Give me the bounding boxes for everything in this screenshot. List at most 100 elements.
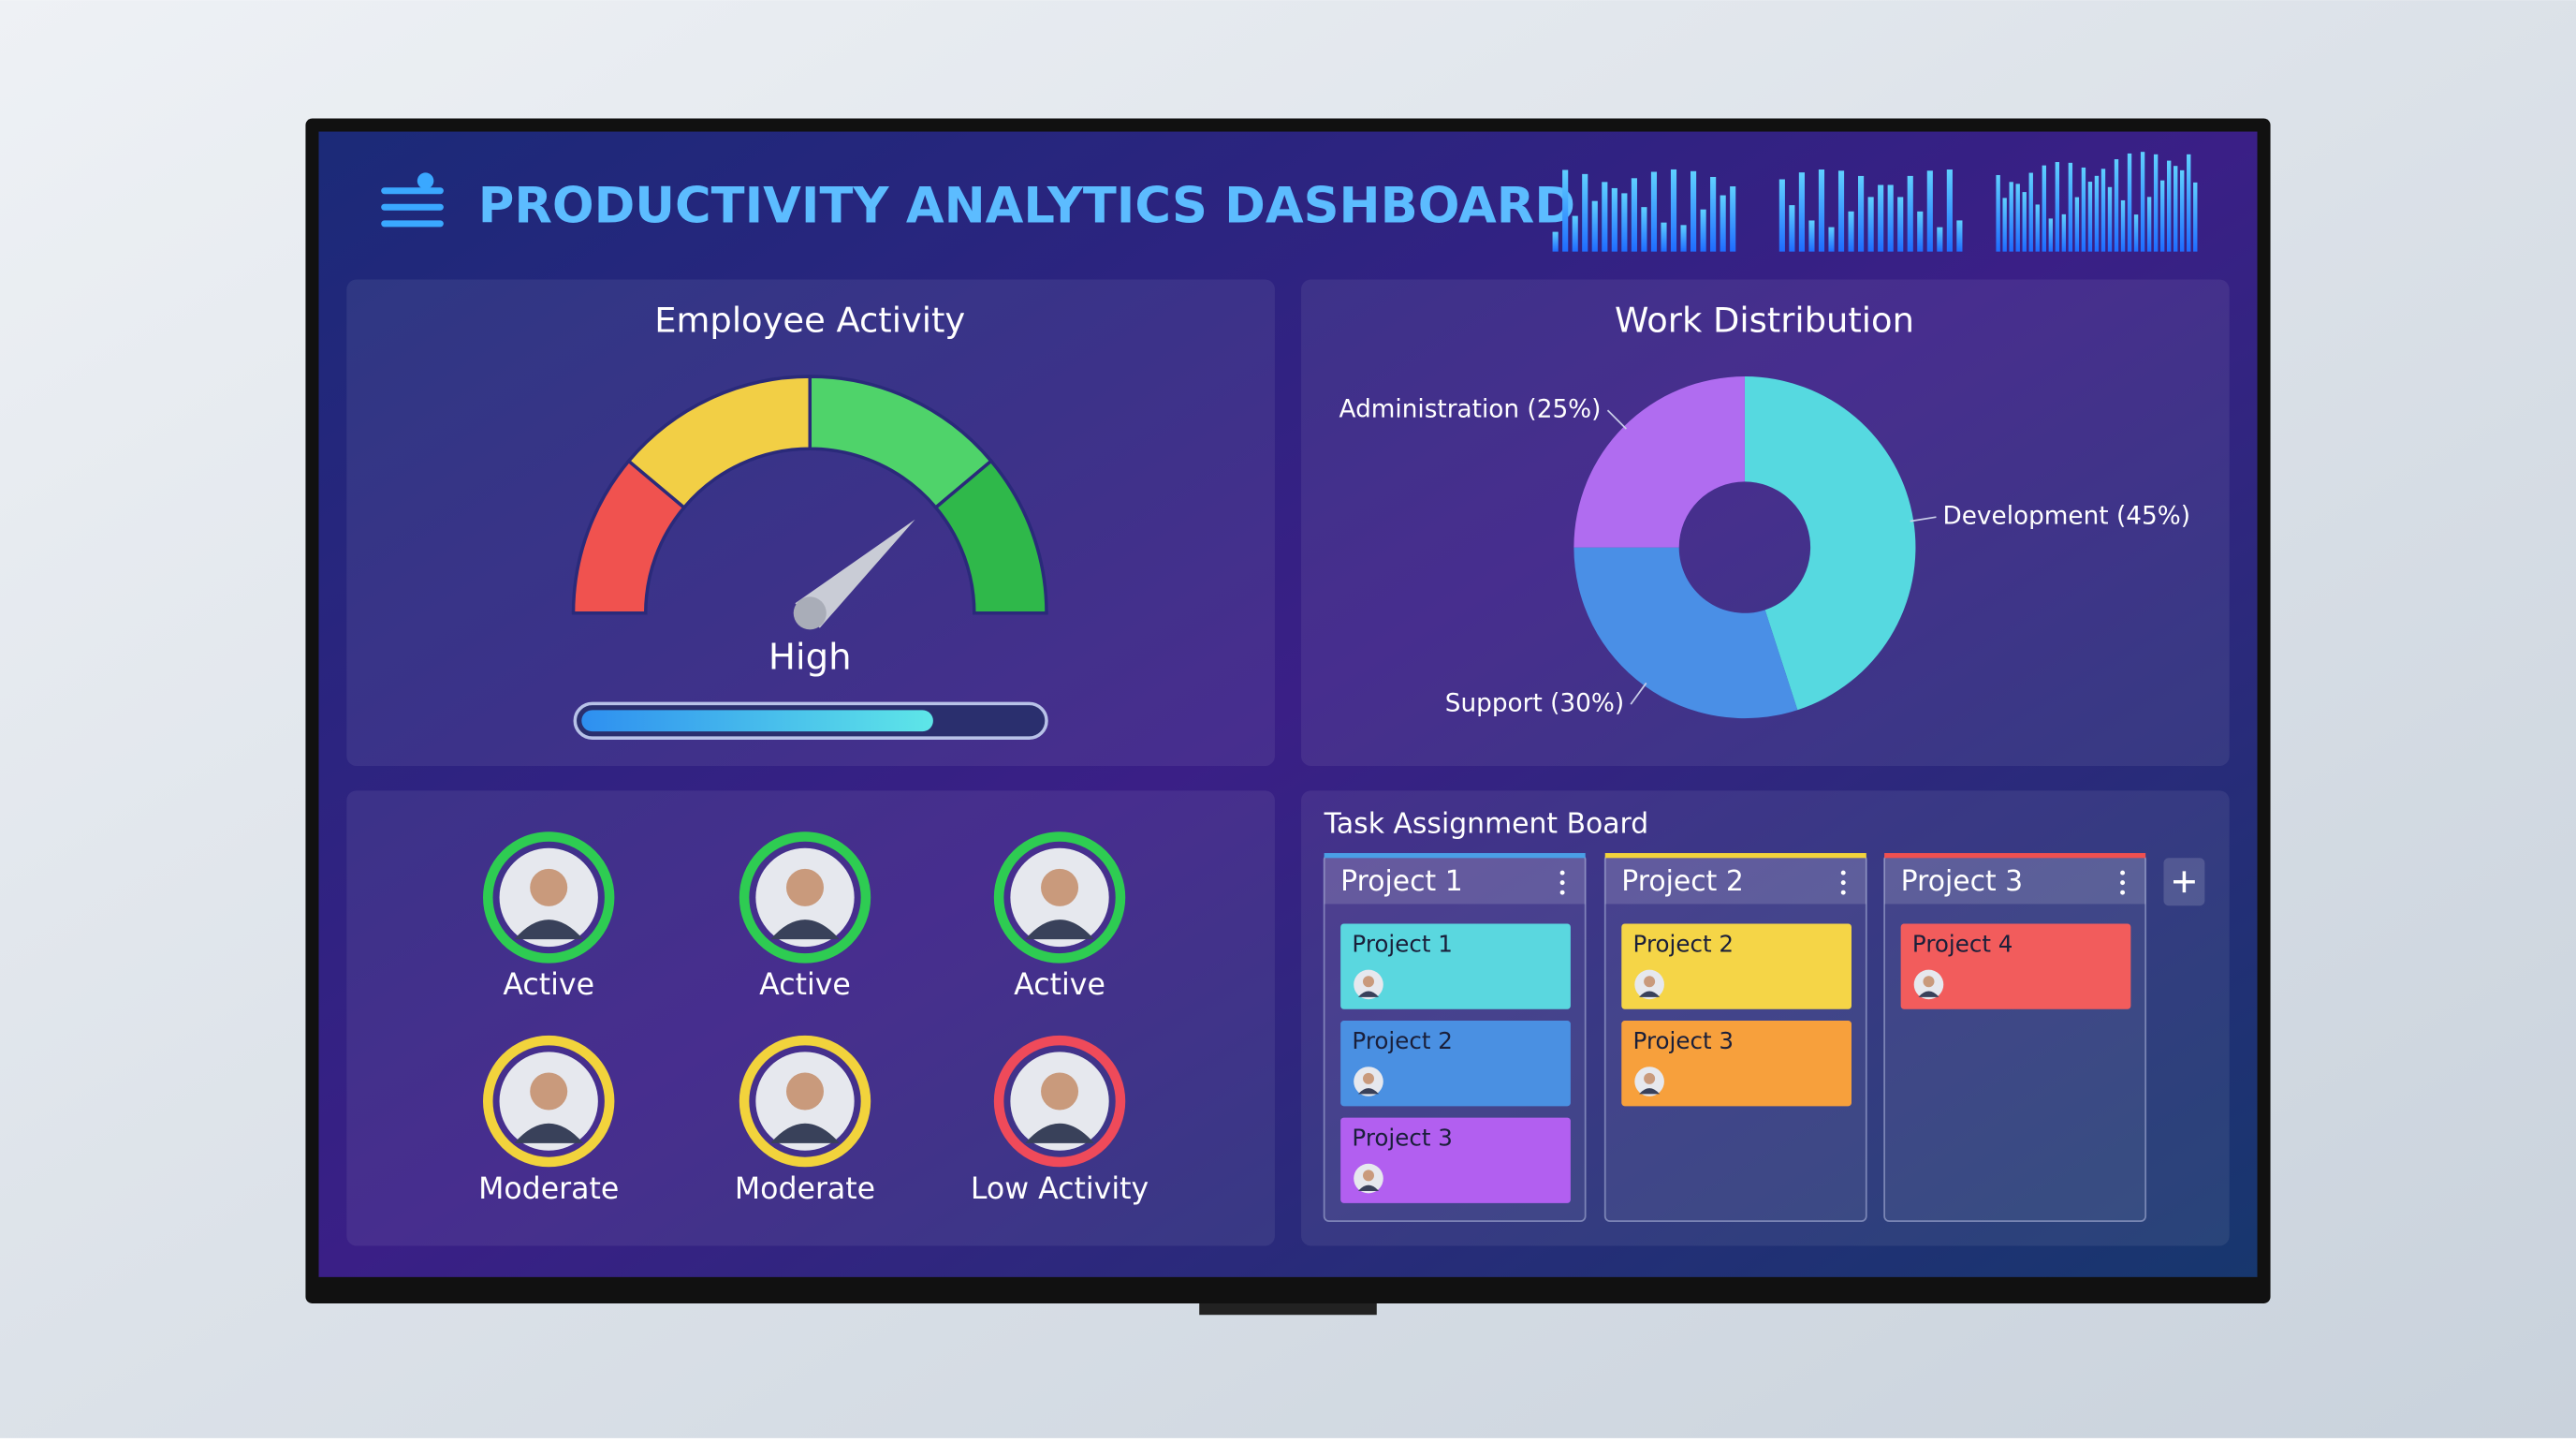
panel-title: Work Distribution [1615, 301, 1914, 341]
board-title: Task Assignment Board [1324, 808, 1649, 841]
card-bg[interactable] [1340, 1021, 1571, 1107]
status-ring [483, 831, 615, 964]
column-accent [1604, 853, 1866, 859]
avatar-body [1025, 1123, 1094, 1143]
card-label: Project 3 [1352, 1124, 1452, 1151]
card-bg[interactable] [1621, 923, 1852, 1009]
team-member: Low Activity [971, 1035, 1149, 1206]
deco-bar [2174, 166, 2178, 252]
deco-bar [1858, 175, 1865, 252]
deco-bar [1680, 225, 1687, 252]
avatar-body [514, 920, 584, 940]
deco-bar [1661, 222, 1667, 252]
menu-dot[interactable] [2120, 890, 2126, 895]
status-ring [739, 1035, 871, 1168]
avatar-head [1041, 1072, 1079, 1111]
task-card[interactable]: Project 2 [1621, 923, 1852, 1009]
leader-line [1606, 409, 1627, 430]
avatar-body [1357, 1184, 1380, 1191]
card-label: Project 3 [1633, 1027, 1734, 1054]
menu-dot[interactable] [1840, 890, 1846, 895]
menu-dot[interactable] [1559, 890, 1565, 895]
menu-dot[interactable] [2120, 870, 2126, 876]
deco-bar [2140, 152, 2145, 252]
column-menu[interactable] [1559, 870, 1565, 895]
slice-label: Support (30%) [1445, 690, 1624, 718]
menu-dot[interactable] [1559, 870, 1565, 876]
task-card[interactable]: Project 4 [1900, 923, 2131, 1009]
team-member: Active [993, 831, 1126, 1002]
column-menu[interactable] [1840, 870, 1846, 895]
activity-level: High [768, 636, 852, 678]
menu-dot[interactable] [1559, 880, 1565, 886]
deco-bar [1572, 215, 1578, 252]
deco-bar [2002, 198, 2007, 252]
card-bg[interactable] [1340, 923, 1571, 1009]
task-card[interactable]: Project 3 [1340, 1117, 1571, 1203]
status-label: Moderate [478, 1172, 619, 1206]
card-bg[interactable] [1340, 1117, 1571, 1203]
deco-bar [2146, 197, 2152, 252]
avatar-head [530, 868, 568, 906]
card-bg[interactable] [1621, 1021, 1852, 1107]
avatar-head [1362, 976, 1375, 988]
column-header [1604, 854, 1866, 905]
deco-bar [2068, 162, 2073, 252]
leader-line [1910, 516, 1937, 522]
avatar-head [1644, 1072, 1656, 1084]
gauge-hub [793, 596, 827, 630]
status-label: Low Activity [971, 1172, 1149, 1206]
leader-line [1630, 682, 1647, 705]
column-bg [1883, 853, 2147, 1223]
card-label: Project 2 [1633, 930, 1734, 957]
task-card[interactable]: Project 1 [1340, 923, 1571, 1009]
avatar-head [1041, 868, 1079, 906]
avatar-body [1025, 920, 1094, 940]
plus-icon[interactable] [2174, 871, 2195, 893]
deco-bar [1828, 227, 1835, 252]
board-column: Project 3 Project 4 [1883, 853, 2147, 1223]
team-grid: Active Active Active Moderate Moderate Low Ac… [478, 831, 1149, 1206]
pie-slice [1573, 547, 1798, 719]
avatar-body [1357, 1088, 1380, 1095]
deco-bar [1837, 170, 1845, 252]
deco-bar [1670, 169, 1677, 252]
deco-bar [1956, 220, 1963, 252]
avatar-body [770, 1123, 840, 1143]
slice-label: Administration (25%) [1339, 396, 1602, 424]
deco-bar [1878, 184, 1884, 252]
menu-dot[interactable] [1840, 870, 1846, 876]
avatar-head [1923, 976, 1935, 988]
deco-bar [2166, 160, 2172, 252]
deco-bar [2028, 172, 2033, 252]
panel-title: Employee Activity [654, 301, 965, 341]
deco-bar [2107, 186, 2113, 252]
menu-dot[interactable] [2120, 880, 2126, 886]
deco-bar [2187, 154, 2191, 252]
status-ring [739, 831, 871, 964]
card-bg[interactable] [1900, 923, 2131, 1009]
team-member: Moderate [478, 1035, 619, 1206]
deco-bar [1887, 184, 1894, 252]
deco-bar [2087, 182, 2093, 252]
dashboard-title: PRODUCTIVITY ANALYTICS DASHBOARD [478, 178, 1575, 235]
deco-bar [1611, 187, 1617, 252]
menu-dot[interactable] [1840, 880, 1846, 886]
gauge-segment [933, 458, 1048, 615]
add-column-button[interactable] [2163, 858, 2205, 906]
deco-bar [1650, 171, 1658, 252]
avatar-body [1918, 991, 1939, 997]
deco-bar [1798, 172, 1805, 252]
task-card[interactable]: Project 3 [1621, 1021, 1852, 1107]
avatar-body [1639, 1088, 1661, 1095]
deco-bar [2193, 182, 2198, 252]
deco-bar [1710, 176, 1717, 252]
task-card[interactable]: Project 2 [1340, 1021, 1571, 1107]
deco-bar [2009, 182, 2013, 252]
column-menu[interactable] [2120, 870, 2126, 895]
deco-bar [1778, 179, 1785, 252]
status-label: Moderate [735, 1172, 875, 1206]
